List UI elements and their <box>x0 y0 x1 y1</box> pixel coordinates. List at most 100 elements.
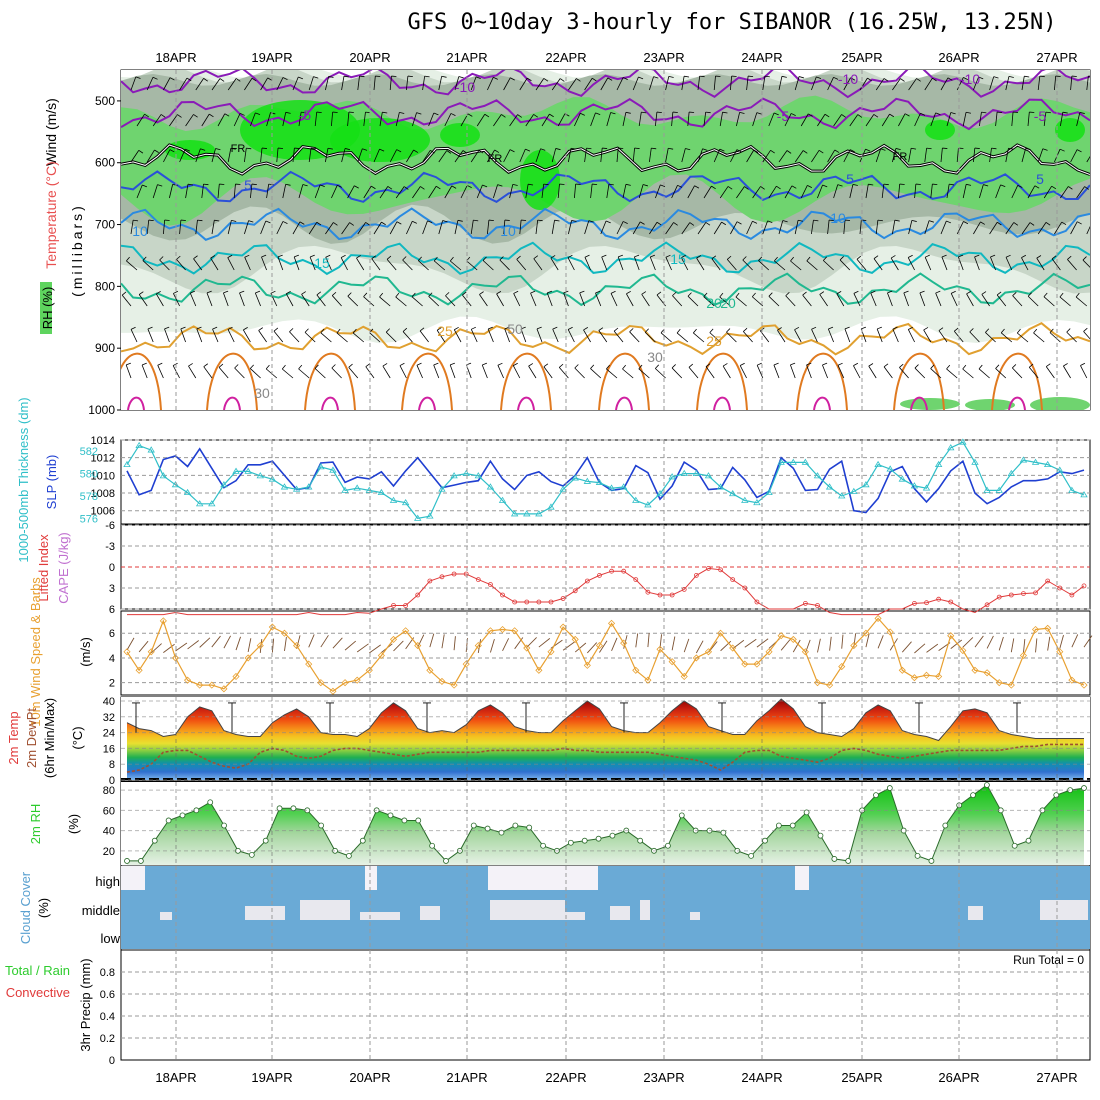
wind-barb-flag <box>608 183 614 186</box>
isotherm-label: -5 <box>1034 108 1047 124</box>
isotherm-surface-hot <box>1008 396 1026 410</box>
thickness-point <box>317 463 325 470</box>
wind10-point <box>365 666 373 674</box>
wind-barb <box>996 294 1007 307</box>
wind-barb-flag <box>249 364 254 369</box>
wind-barb <box>870 292 877 307</box>
wind10-barb <box>344 640 357 651</box>
wind-barb-flag <box>983 184 989 187</box>
wind-barb-flag <box>227 326 233 330</box>
wind10-barb <box>441 634 445 649</box>
wind10-point <box>414 642 422 650</box>
lifted-point <box>633 577 639 582</box>
pressure-tick: 600 <box>95 156 115 170</box>
wind-barb <box>696 257 705 271</box>
wind-barb <box>497 365 504 379</box>
wind-barb <box>347 295 359 307</box>
wind-barb <box>800 185 808 199</box>
wind-barb <box>487 149 495 163</box>
wind-barb-flag <box>861 326 867 330</box>
wind-barb-flag <box>774 256 778 262</box>
wind-barb-flag <box>403 186 409 190</box>
wind-barb-flag <box>441 75 447 78</box>
thickness-point <box>1056 466 1064 473</box>
isotherm-label: 50 <box>507 321 523 337</box>
wind-barb <box>260 148 263 163</box>
wind-barb-flag <box>949 183 955 186</box>
wind-barb-flag <box>736 149 742 153</box>
wind-barb <box>705 366 715 379</box>
thickness-point <box>220 481 228 488</box>
wind-barb <box>504 328 510 343</box>
wind10-barb <box>914 643 926 654</box>
wind-barb-flag <box>1013 222 1019 226</box>
wind-barb <box>352 332 365 343</box>
wind-barb <box>203 366 213 379</box>
wind-barb-flag <box>877 219 883 222</box>
wind-barb-flag <box>824 113 830 118</box>
rh2m-point <box>512 822 519 829</box>
isotherm-label: 10 <box>500 223 516 239</box>
wind-barb <box>551 148 557 163</box>
wind-barb-flag <box>790 256 794 262</box>
wind-barb <box>785 295 796 307</box>
wind10-point <box>244 654 252 662</box>
wind10-point <box>498 625 507 634</box>
wind10-point <box>486 627 494 635</box>
wind-barb <box>244 257 251 271</box>
thickness-point <box>886 465 894 472</box>
rh2m-point <box>165 817 172 824</box>
isotherm <box>121 70 1090 99</box>
wind-barb <box>849 114 859 127</box>
wind-barb <box>130 220 134 235</box>
wind-barb-flag <box>753 149 759 153</box>
wind10-barb <box>841 634 844 649</box>
wind10-point <box>607 619 616 627</box>
wind10-point <box>268 623 276 631</box>
cloud-middle-block <box>610 906 630 920</box>
wind-barb-flag <box>450 362 456 366</box>
minmax-label: (6hr Min/Max) <box>42 698 57 778</box>
wind-barb-flag <box>696 255 702 259</box>
wind10-point <box>995 679 1003 687</box>
thickness-point <box>195 500 204 507</box>
wind-barb <box>292 221 301 235</box>
wind-barb <box>672 295 683 307</box>
wind10-point <box>293 642 301 650</box>
pressure-tick: 800 <box>95 279 115 293</box>
lifted-point <box>1069 592 1075 598</box>
wind-barb-flag <box>121 291 127 296</box>
rh2m-point <box>873 792 879 799</box>
lifted-point <box>815 603 820 608</box>
wind10-point <box>184 676 192 684</box>
wind-barb <box>908 148 912 163</box>
wind-barb <box>428 112 435 127</box>
wind-barb-flag <box>285 183 291 186</box>
wind-barb-flag <box>417 256 422 261</box>
wind-barb <box>843 77 851 91</box>
wind10-point <box>971 666 979 674</box>
wind-barb <box>142 260 154 271</box>
slp-tick: 1010 <box>91 470 115 482</box>
wind10-barb <box>308 634 315 648</box>
temp-clip-group <box>121 697 1090 780</box>
wind-barb <box>930 368 942 379</box>
wind-barb <box>995 184 1001 199</box>
wind-barb <box>584 257 591 271</box>
wind-barb <box>234 367 245 379</box>
wind-barb <box>389 221 398 235</box>
isotherm-surface <box>304 352 356 410</box>
wind-barb <box>883 366 893 379</box>
precip-chart: 00.20.40.60.8 <box>100 967 1090 1067</box>
wind-barb <box>379 296 391 307</box>
wind10-barb <box>271 638 275 653</box>
wind-barb-flag <box>349 222 354 226</box>
wind-barb-flag <box>895 148 901 151</box>
wind-barb-flag <box>601 254 607 258</box>
wind-barb-flag <box>206 290 212 294</box>
wind-barb <box>389 76 392 91</box>
wind-barb-flag <box>239 112 245 116</box>
lifted-point <box>427 578 433 584</box>
wind-barb <box>892 328 899 343</box>
wind10-barb <box>211 635 221 648</box>
